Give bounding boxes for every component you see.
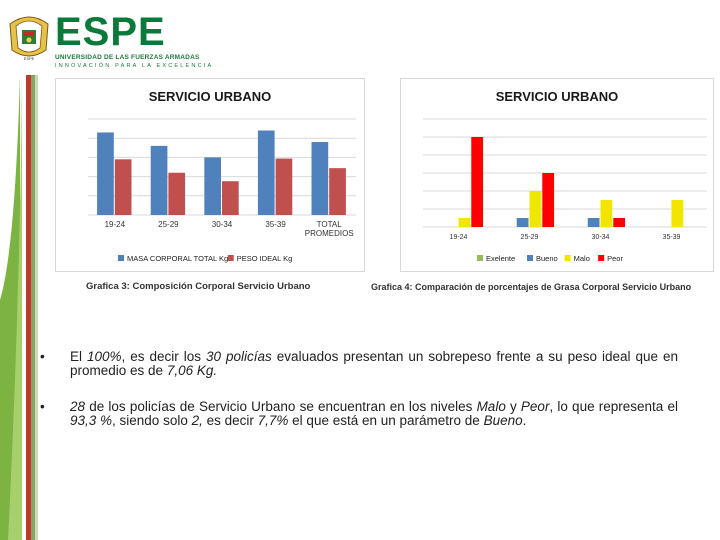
bullet-text: evaluados presentan un sobrepeso frente … xyxy=(70,349,678,378)
bullet-text: , es decir los xyxy=(121,349,207,364)
x-tick-label: 19-24 xyxy=(105,220,126,229)
bullet-text: el que está en un parámetro de xyxy=(288,413,484,428)
bar xyxy=(114,159,132,215)
bullet-text: Bueno xyxy=(483,413,523,428)
bullet-text: 28 xyxy=(70,399,86,414)
bar xyxy=(204,157,221,215)
x-tick-label: 35-39 xyxy=(265,220,286,229)
legend-label: Bueno xyxy=(536,254,558,263)
bullet-marker: • xyxy=(40,349,45,364)
bullet-text: , lo que representa el xyxy=(549,399,678,414)
brand-subtitle: UNIVERSIDAD DE LAS FUERZAS ARMADAS xyxy=(55,54,200,61)
chart-title: SERVICIO URBANO xyxy=(495,89,619,104)
legend-swatch xyxy=(227,255,234,261)
bullet-marker: • xyxy=(40,399,45,414)
bar xyxy=(671,200,684,227)
legend-swatch xyxy=(564,255,571,261)
bullet-text: de los policías de Servicio Urbano se en… xyxy=(85,399,477,414)
bar xyxy=(542,173,555,227)
bullet-text: El xyxy=(70,349,87,364)
bullet-text: 7,7% xyxy=(257,413,289,428)
bullet-text: 7,06 Kg. xyxy=(166,363,218,378)
bullet-text: 30 policías xyxy=(206,349,272,364)
chart-svg: 19-24 25-29 30-34 35-39 Exelente Bueno Malo Peo… xyxy=(423,118,707,263)
bar xyxy=(471,137,484,227)
bar xyxy=(329,168,346,215)
bar xyxy=(275,158,293,215)
x-tick-label: 19-24 xyxy=(450,234,468,241)
bar xyxy=(587,218,600,227)
chart-caption: Grafica 3: Composición Corporal Servicio… xyxy=(86,281,311,292)
x-tick-label: 35-39 xyxy=(663,234,681,241)
bullet-item: • El 100%, es decir los 30 policías evalu… xyxy=(40,349,678,378)
chart-title: SERVICIO URBANO xyxy=(148,89,272,104)
bar xyxy=(97,132,114,215)
chart-body-composition: SERVICIO URBANO 19-24 25-29 30-34 35-39 TOTA… xyxy=(55,78,365,272)
bullet-list: • El 100%, es decir los 30 policías evalu… xyxy=(40,349,678,450)
legend-swatch xyxy=(527,255,533,261)
x-tick-label: TOTAL xyxy=(317,220,343,229)
bullet-text: . xyxy=(522,413,527,428)
brand-tagline: INNOVACIÓN PARA LA EXCELENCIA xyxy=(55,63,214,69)
bullet-text: es decir xyxy=(202,413,258,428)
legend-swatch xyxy=(598,255,605,261)
bullet-text: 100% xyxy=(87,349,122,364)
bullet-text: Malo xyxy=(476,399,506,414)
legend-swatch xyxy=(477,255,483,261)
x-tick-label: 25-29 xyxy=(158,220,179,229)
legend-label: Malo xyxy=(574,254,590,263)
bar xyxy=(600,200,613,227)
bullet-text: , siendo solo xyxy=(112,413,192,428)
x-tick-label: 25-29 xyxy=(521,234,539,241)
brand-name: ESPE xyxy=(55,10,166,54)
bullet-text: 2, xyxy=(191,413,203,428)
bar xyxy=(516,218,529,227)
legend-label: PESO IDEAL Kg xyxy=(237,254,293,263)
bar xyxy=(311,142,329,215)
legend-label: MASA CORPORAL TOTAL Kg xyxy=(127,254,228,263)
x-tick-label: 30-34 xyxy=(212,220,233,229)
svg-text:ESPE: ESPE xyxy=(24,56,35,61)
brand-header: ESPE UNIVERSIDAD DE LAS FUERZAS ARMADAS … xyxy=(55,12,213,69)
bar xyxy=(150,145,168,215)
legend-label: Exelente xyxy=(486,254,515,263)
x-tick-label: PROMEDIOS xyxy=(305,229,354,238)
bullet-item: • 28 de los policías de Servicio Urbano s… xyxy=(40,399,678,428)
bullet-text: y xyxy=(505,399,521,414)
chart-fat-comparison: SERVICIO URBANO 19-24 25-29 30-34 35-39 Exel… xyxy=(400,78,714,272)
bar xyxy=(257,130,275,215)
legend-swatch xyxy=(118,255,124,261)
bullet-text: Peor xyxy=(520,399,550,414)
bullet-text: 93,3 % xyxy=(70,413,113,428)
sidebar-decoration xyxy=(0,75,38,540)
x-tick-label: 30-34 xyxy=(592,234,610,241)
legend-label: Peor xyxy=(607,254,623,263)
bar xyxy=(613,218,626,227)
espe-seal-logo: ESPE xyxy=(9,16,49,61)
bar xyxy=(222,181,239,215)
bar xyxy=(458,218,471,227)
bar xyxy=(529,191,542,227)
chart-caption: Grafica 4: Comparación de porcentajes de… xyxy=(371,282,692,292)
bar xyxy=(168,172,186,215)
